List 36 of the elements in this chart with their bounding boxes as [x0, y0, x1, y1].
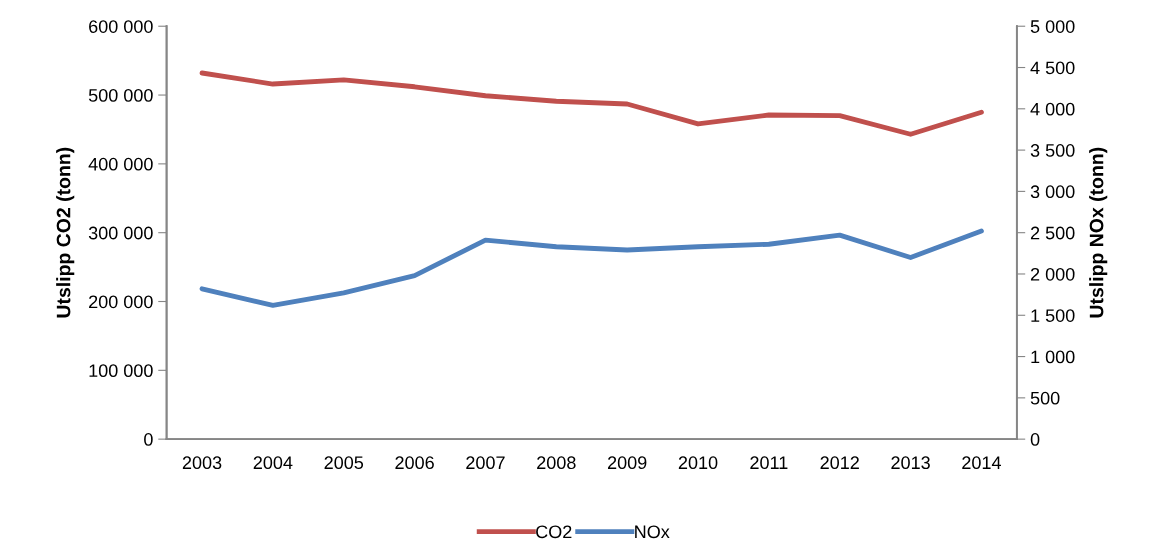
x-tick-label: 2003: [182, 456, 222, 470]
x-tick-label: 2012: [820, 456, 859, 470]
line-series: [199, 228, 984, 308]
x-tick-label: 2004: [253, 456, 293, 470]
y2-tick-label: 3 000: [1030, 185, 1075, 199]
y2-tick-label: 2 500: [1030, 226, 1075, 240]
y2-tick-label: 2 000: [1030, 267, 1075, 281]
x-tick-label: 2007: [466, 456, 505, 470]
y2-tick-label: 5 000: [1030, 20, 1075, 33]
legend-label: CO2: [536, 525, 572, 539]
y-tick-label: 100 000: [89, 364, 153, 378]
y-tick-label: 300 000: [88, 226, 153, 240]
y2-tick-label: 500: [1030, 391, 1060, 405]
x-tick-label: 2008: [537, 456, 576, 470]
x-tick-label: 2013: [891, 456, 930, 470]
y-tick-label: 0: [144, 433, 153, 446]
y2-axis-title: Utslipp NOx (tonn): [1089, 147, 1108, 318]
x-tick-label: 2010: [678, 456, 718, 470]
x-tick-label: 2006: [395, 456, 434, 470]
y-tick-label: 200 000: [89, 295, 153, 309]
x-tick-label: 2009: [607, 456, 647, 470]
y-axis-title: Utslipp CO2 (tonn): [56, 147, 75, 318]
x-tick-label: 2005: [324, 456, 364, 470]
y2-tick-label: 0: [1030, 433, 1040, 446]
x-tick-label: 2011: [750, 456, 788, 470]
y2-tick-label: 4 000: [1030, 102, 1075, 116]
legend-label: NOx: [635, 525, 670, 539]
y-tick-label: 600 000: [89, 20, 153, 33]
y-tick-label: 500 000: [88, 88, 153, 102]
y2-tick-label: 1 000: [1031, 350, 1075, 364]
line-series: [199, 70, 984, 137]
y-tick-label: 400 000: [88, 157, 153, 171]
y2-tick-label: 3 500: [1030, 144, 1075, 157]
y2-tick-label: 1 500: [1031, 309, 1075, 322]
y2-tick-label: 4 500: [1030, 61, 1075, 75]
x-tick-label: 2014: [962, 456, 1001, 470]
